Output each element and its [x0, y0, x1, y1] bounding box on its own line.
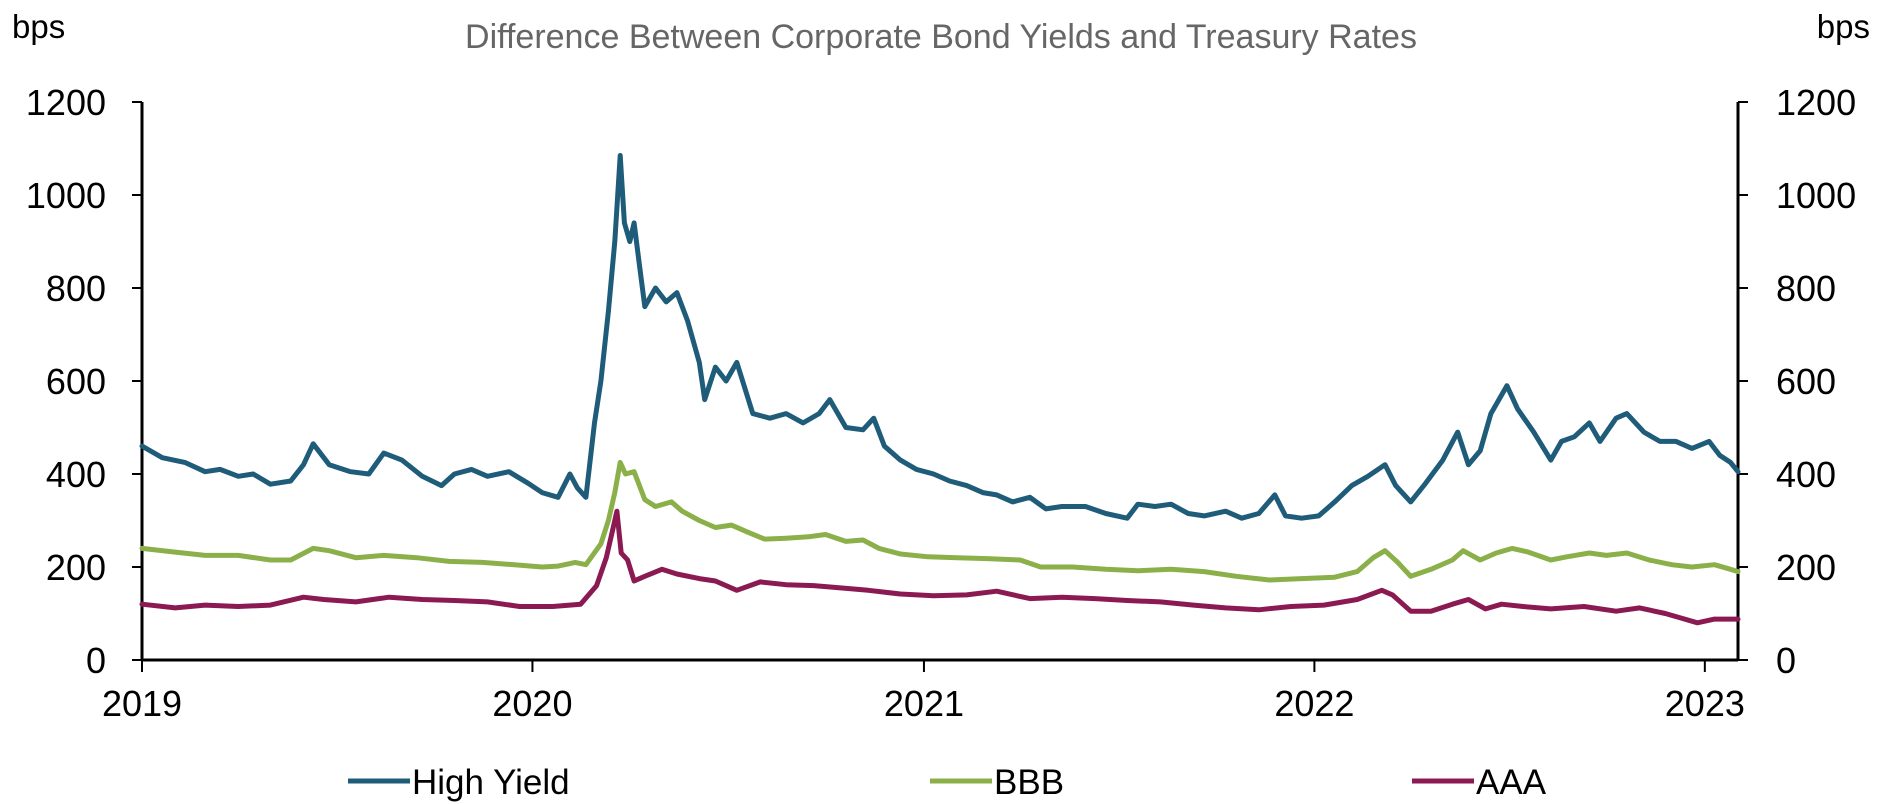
series-line-bbb — [139, 459, 1741, 583]
x-tick-label: 2019 — [102, 683, 182, 724]
y-tick-label-right: 400 — [1776, 454, 1836, 495]
y-tick-label-right: 1200 — [1776, 82, 1856, 123]
y-tick-label-right: 1000 — [1776, 175, 1856, 216]
y-tick-label-right: 200 — [1776, 547, 1836, 588]
x-tick-label: 2020 — [492, 683, 572, 724]
chart-title: Difference Between Corporate Bond Yields… — [465, 18, 1417, 56]
series-line-high-yield — [139, 153, 1741, 521]
x-tick-label: 2021 — [884, 683, 964, 724]
y-tick-label-right: 800 — [1776, 268, 1836, 309]
series-line-aaa — [139, 508, 1741, 626]
x-tick-label: 2022 — [1274, 683, 1354, 724]
y-tick-label-left: 1000 — [26, 175, 106, 216]
legend: High Yield BBB AAA — [348, 763, 1547, 802]
y-tick-label-left: 600 — [46, 361, 106, 402]
y-tick-label-left: 200 — [46, 547, 106, 588]
legend-label: AAA — [1476, 763, 1547, 802]
y-axis-unit-left: bps — [12, 8, 65, 45]
y-tick-label-left: 0 — [86, 640, 106, 681]
series-lines — [139, 153, 1741, 626]
x-tick-label: 2023 — [1665, 683, 1745, 724]
y-tick-label-left: 800 — [46, 268, 106, 309]
y-tick-label-left: 400 — [46, 454, 106, 495]
legend-label: High Yield — [412, 763, 570, 802]
y-tick-label-right: 600 — [1776, 361, 1836, 402]
y-axis-unit-right: bps — [1817, 8, 1870, 45]
axes: 0 0 200 200 400 400 600 600 800 800 1000 1000 1200 12… — [26, 82, 1856, 724]
y-tick-label-right: 0 — [1776, 640, 1796, 681]
y-tick-label-left: 1200 — [26, 82, 106, 123]
legend-label: BBB — [994, 763, 1064, 802]
